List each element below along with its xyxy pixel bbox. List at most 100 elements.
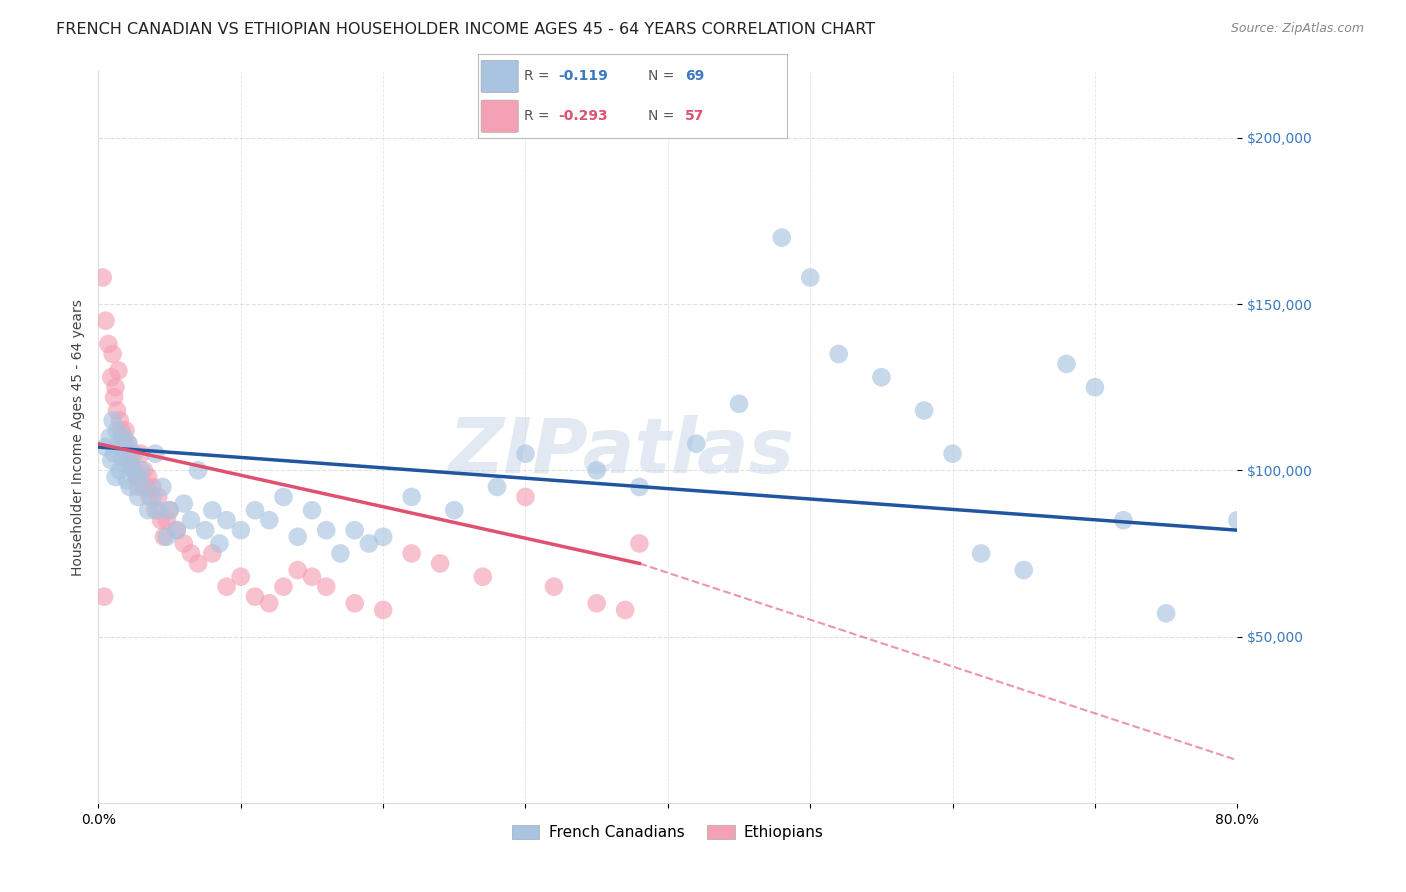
Point <box>136 503 159 517</box>
Point <box>125 470 148 484</box>
Point <box>942 447 965 461</box>
Point <box>585 596 607 610</box>
Point <box>141 490 163 504</box>
Point <box>515 447 537 461</box>
Point <box>373 603 395 617</box>
Point <box>105 403 128 417</box>
Point <box>127 490 149 504</box>
Point <box>110 440 132 454</box>
Point <box>343 596 366 610</box>
Point <box>115 473 138 487</box>
Point <box>401 546 423 560</box>
Point <box>628 480 651 494</box>
Point <box>145 503 167 517</box>
Text: -0.119: -0.119 <box>558 70 609 83</box>
Point <box>148 503 170 517</box>
Point <box>315 523 337 537</box>
Point <box>103 390 125 404</box>
Point <box>208 536 231 550</box>
Point <box>614 603 637 617</box>
Point <box>117 436 139 450</box>
Point <box>127 480 149 494</box>
Point <box>150 513 173 527</box>
Point <box>166 523 188 537</box>
FancyBboxPatch shape <box>481 61 519 93</box>
Text: FRENCH CANADIAN VS ETHIOPIAN HOUSEHOLDER INCOME AGES 45 - 64 YEARS CORRELATION C: FRENCH CANADIAN VS ETHIOPIAN HOUSEHOLDER… <box>56 22 876 37</box>
Point <box>1226 513 1249 527</box>
Point <box>91 270 114 285</box>
Point <box>187 557 209 571</box>
Point <box>728 397 751 411</box>
Point <box>101 347 124 361</box>
Text: N =: N = <box>648 70 679 83</box>
Point <box>101 413 124 427</box>
Point <box>115 447 138 461</box>
Point <box>180 513 202 527</box>
Point <box>118 457 141 471</box>
Point <box>173 536 195 550</box>
Text: R =: R = <box>524 109 554 123</box>
Point <box>287 530 309 544</box>
Point <box>870 370 893 384</box>
Point <box>104 380 127 394</box>
Point <box>122 447 145 461</box>
Point <box>111 430 134 444</box>
Point <box>1056 357 1078 371</box>
FancyBboxPatch shape <box>481 100 519 132</box>
Point <box>110 424 132 438</box>
Text: 69: 69 <box>685 70 704 83</box>
Point <box>135 480 157 494</box>
Point <box>156 513 179 527</box>
Point <box>114 457 136 471</box>
Point <box>93 590 115 604</box>
Point <box>1112 513 1135 527</box>
Point <box>486 480 509 494</box>
Point <box>1012 563 1035 577</box>
Point <box>138 490 160 504</box>
Text: 57: 57 <box>685 109 704 123</box>
Point <box>543 580 565 594</box>
Point <box>114 424 136 438</box>
Point <box>1084 380 1107 394</box>
Point <box>259 513 281 527</box>
Text: ZIPatlas: ZIPatlas <box>450 415 796 489</box>
Point <box>173 497 195 511</box>
Point <box>112 436 135 450</box>
Point <box>429 557 451 571</box>
Point <box>111 450 134 464</box>
Point <box>129 463 152 477</box>
Point <box>117 436 139 450</box>
Point <box>125 470 148 484</box>
Point <box>94 440 117 454</box>
Point <box>180 546 202 560</box>
Point <box>156 530 179 544</box>
Point <box>153 530 176 544</box>
Point <box>912 403 935 417</box>
Point <box>471 570 494 584</box>
Point <box>215 513 238 527</box>
Point <box>104 470 127 484</box>
Point <box>201 546 224 560</box>
Point <box>152 480 174 494</box>
Point <box>132 480 155 494</box>
Point <box>301 570 323 584</box>
Point <box>685 436 707 450</box>
Point <box>443 503 465 517</box>
Point <box>108 463 131 477</box>
Point <box>194 523 217 537</box>
Point <box>628 536 651 550</box>
Point <box>287 563 309 577</box>
Point <box>129 447 152 461</box>
Point <box>770 230 793 244</box>
Point <box>100 370 122 384</box>
Point <box>159 503 181 517</box>
Point <box>97 337 120 351</box>
Text: N =: N = <box>648 109 679 123</box>
Point <box>243 503 266 517</box>
Point <box>103 447 125 461</box>
Point <box>259 596 281 610</box>
Point <box>373 530 395 544</box>
Point <box>357 536 380 550</box>
Point <box>243 590 266 604</box>
Point <box>970 546 993 560</box>
